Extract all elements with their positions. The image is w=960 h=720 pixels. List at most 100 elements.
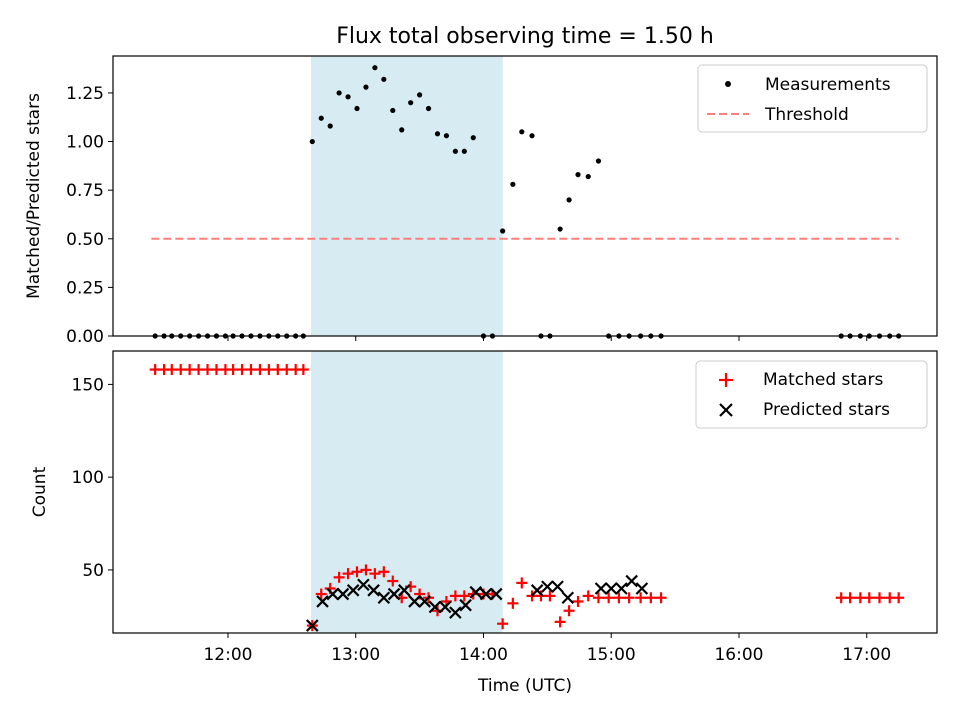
predicted-star-marker bbox=[326, 587, 340, 601]
x-tick-label: 16:00 bbox=[714, 645, 763, 665]
top-y-axis-label: Matched/Predicted stars bbox=[24, 93, 44, 299]
predicted-star-marker bbox=[635, 582, 649, 595]
x-axis-label: Time (UTC) bbox=[477, 676, 572, 696]
y-tick-label: 1.25 bbox=[66, 84, 104, 104]
top-y-ticks: 0.00 0.25 0.50 0.75 1.00 1.25 bbox=[66, 84, 113, 347]
measurement-point bbox=[500, 228, 506, 234]
predicted-star-marker bbox=[561, 591, 575, 605]
measurement-point bbox=[399, 127, 405, 133]
measurement-point bbox=[557, 226, 563, 232]
legend-marker-matched bbox=[719, 373, 733, 387]
measurement-point bbox=[372, 65, 378, 71]
y-tick-label: 50 bbox=[82, 561, 104, 581]
measurement-point bbox=[529, 133, 535, 139]
matched-star-marker bbox=[458, 590, 470, 602]
matched-star-marker bbox=[874, 592, 886, 604]
matched-stars-points bbox=[149, 364, 905, 632]
predicted-star-marker bbox=[459, 598, 472, 612]
predicted-star-marker bbox=[615, 582, 628, 595]
predicted-star-marker bbox=[489, 587, 503, 601]
matched-star-marker bbox=[351, 566, 363, 578]
measurement-point bbox=[566, 197, 572, 203]
measurement-point bbox=[575, 172, 581, 178]
matched-star-marker bbox=[360, 564, 372, 576]
x-tick-label: 13:00 bbox=[331, 645, 380, 665]
legend-marker-predicted bbox=[719, 403, 733, 417]
top-x-ticks bbox=[227, 336, 868, 341]
matched-star-marker bbox=[613, 592, 625, 604]
predicted-star-marker bbox=[438, 600, 452, 614]
predicted-star-marker bbox=[367, 584, 380, 597]
bottom-y-axis-label: Count bbox=[30, 466, 50, 517]
top-highlight-span bbox=[311, 56, 503, 336]
measurement-point bbox=[595, 158, 602, 164]
measurement-point bbox=[363, 84, 369, 90]
measurement-point bbox=[470, 135, 476, 141]
matched-star-marker bbox=[572, 595, 584, 607]
predicted-star-marker bbox=[316, 595, 329, 608]
matched-star-marker bbox=[378, 566, 390, 578]
bottom-legend: Matched stars Predicted stars bbox=[695, 360, 928, 429]
matched-star-marker bbox=[497, 618, 509, 630]
predicted-star-marker bbox=[336, 587, 350, 601]
predicted-stars-points bbox=[306, 574, 649, 632]
measurement-point bbox=[309, 138, 315, 145]
measurement-point bbox=[519, 129, 525, 135]
measurement-point bbox=[327, 123, 333, 129]
measurement-point bbox=[318, 115, 324, 121]
x-tick-label: 17:00 bbox=[842, 645, 891, 665]
predicted-star-marker bbox=[594, 582, 608, 595]
matched-star-marker bbox=[387, 575, 399, 587]
predicted-star-marker bbox=[479, 587, 493, 601]
matched-star-marker bbox=[516, 577, 528, 589]
y-tick-label: 0.50 bbox=[66, 230, 104, 250]
predicted-star-marker bbox=[346, 584, 360, 597]
bottom-legend-box bbox=[695, 360, 928, 429]
predicted-star-marker bbox=[551, 580, 564, 593]
bottom-y-ticks: 50 100 150 bbox=[72, 375, 113, 581]
matched-star-marker bbox=[333, 571, 345, 583]
y-tick-label: 0.75 bbox=[66, 181, 104, 201]
matched-star-marker bbox=[635, 592, 647, 604]
measurement-point bbox=[336, 90, 342, 96]
x-tick-label: 15:00 bbox=[587, 645, 636, 665]
measurement-point bbox=[452, 148, 458, 154]
matched-star-marker bbox=[592, 592, 604, 604]
top-panel: 0.00 0.25 0.50 0.75 1.00 1.25 Matched/Predict… bbox=[24, 55, 938, 347]
measurement-point bbox=[345, 94, 351, 100]
legend-label-matched: Matched stars bbox=[763, 370, 883, 390]
predicted-star-marker bbox=[469, 585, 483, 599]
matched-star-marker bbox=[369, 568, 381, 580]
top-legend-box bbox=[697, 64, 928, 133]
predicted-star-marker bbox=[449, 606, 462, 619]
predicted-star-marker bbox=[377, 591, 391, 605]
x-tick-label: 14:00 bbox=[459, 645, 508, 665]
predicted-star-marker bbox=[530, 584, 544, 597]
bottom-axes-frame bbox=[112, 350, 938, 634]
predicted-star-marker bbox=[306, 619, 319, 632]
predicted-star-marker bbox=[418, 595, 431, 608]
measurement-point bbox=[381, 76, 387, 82]
chart-title: Flux total observing time = 1.50 h bbox=[336, 24, 714, 49]
matched-star-marker bbox=[645, 592, 657, 604]
matched-star-marker bbox=[507, 597, 519, 609]
matched-star-marker bbox=[893, 592, 905, 604]
predicted-star-marker bbox=[387, 587, 401, 601]
y-tick-label: 0.00 bbox=[66, 327, 104, 347]
legend-label-threshold: Threshold bbox=[764, 105, 849, 125]
legend-label-predicted: Predicted stars bbox=[763, 400, 890, 420]
measurement-point bbox=[417, 92, 423, 98]
predicted-star-marker bbox=[625, 574, 638, 588]
measurement-point bbox=[425, 105, 432, 112]
x-tick-label: 12:00 bbox=[203, 645, 252, 665]
matched-star-marker bbox=[603, 592, 615, 604]
matched-star-marker bbox=[582, 590, 594, 602]
measurement-point bbox=[461, 148, 467, 154]
matched-star-marker bbox=[315, 588, 327, 600]
top-axes-frame bbox=[112, 55, 938, 337]
matched-star-marker bbox=[563, 605, 575, 617]
matched-star-marker bbox=[342, 568, 354, 580]
predicted-star-marker bbox=[428, 600, 442, 614]
